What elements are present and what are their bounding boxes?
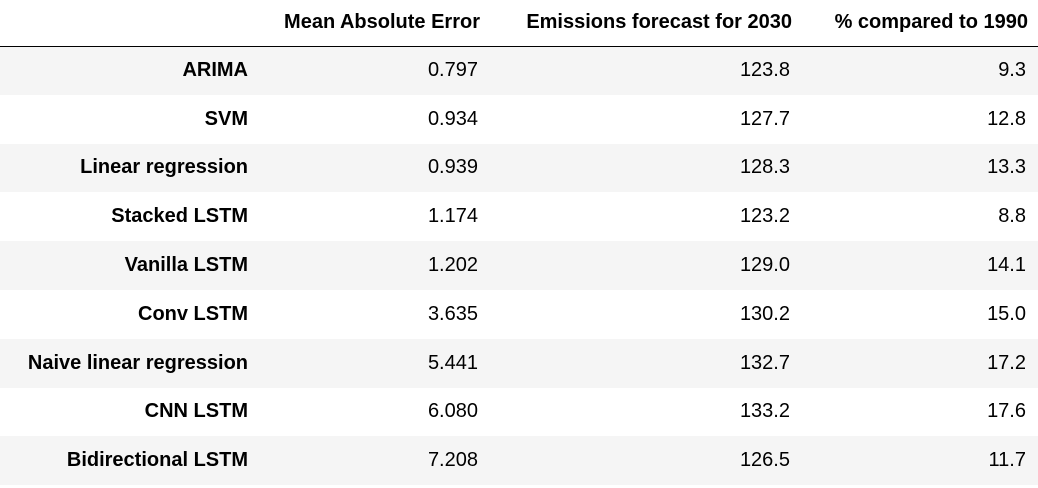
table-row: Linear regression 0.939 128.3 13.3 [0, 143, 1038, 193]
cell-percent-1990: 12.8 [987, 107, 1026, 130]
table-row: Conv LSTM 3.635 130.2 15.0 [0, 289, 1038, 339]
cell-percent-1990: 8.8 [998, 205, 1026, 228]
cell-forecast-2030: 128.3 [739, 156, 790, 179]
cell-forecast-2030: 130.2 [739, 302, 790, 325]
cell-percent-1990: 14.1 [987, 254, 1026, 277]
row-label: Naive linear regression [27, 351, 248, 374]
table-row: Bidirectional LSTM 7.208 126.5 11.7 [0, 436, 1038, 486]
row-label: Linear regression [80, 156, 248, 179]
cell-mae: 1.202 [427, 254, 478, 277]
column-header-percent-1990: % compared to 1990 [802, 0, 1038, 47]
cell-mae: 1.174 [427, 205, 478, 228]
cell-forecast-2030: 127.7 [739, 107, 790, 130]
cell-mae: 6.080 [427, 400, 478, 423]
header-row: Mean Absolute Error Emissions forecast f… [0, 0, 1038, 47]
row-label: Stacked LSTM [111, 205, 248, 228]
row-label: ARIMA [182, 59, 248, 82]
cell-percent-1990: 17.6 [987, 400, 1026, 423]
cell-forecast-2030: 133.2 [739, 400, 790, 423]
cell-mae: 0.797 [427, 59, 478, 82]
cell-forecast-2030: 129.0 [739, 254, 790, 277]
cell-mae: 0.939 [427, 156, 478, 179]
cell-percent-1990: 9.3 [998, 59, 1026, 82]
cell-percent-1990: 17.2 [987, 351, 1026, 374]
row-label: Vanilla LSTM [124, 254, 248, 277]
cell-forecast-2030: 123.8 [739, 59, 790, 82]
cell-percent-1990: 13.3 [987, 156, 1026, 179]
cell-forecast-2030: 126.5 [739, 449, 790, 472]
cell-forecast-2030: 132.7 [739, 351, 790, 374]
cell-mae: 7.208 [427, 449, 478, 472]
cell-mae: 0.934 [427, 107, 478, 130]
cell-mae: 3.635 [427, 302, 478, 325]
index-header [0, 0, 256, 47]
table-row: Naive linear regression 5.441 132.7 17.2 [0, 338, 1038, 388]
row-label: CNN LSTM [144, 400, 248, 423]
table-row: ARIMA 0.797 123.8 9.3 [0, 46, 1038, 95]
row-label: Conv LSTM [138, 302, 248, 325]
table-row: CNN LSTM 6.080 133.2 17.6 [0, 387, 1038, 437]
column-header-mae: Mean Absolute Error [256, 0, 490, 47]
row-label: Bidirectional LSTM [66, 449, 248, 472]
row-label: SVM [204, 107, 248, 130]
column-header-forecast-2030: Emissions forecast for 2030 [490, 0, 802, 47]
cell-percent-1990: 15.0 [987, 302, 1026, 325]
cell-mae: 5.441 [427, 351, 478, 374]
table-row: Stacked LSTM 1.174 123.2 8.8 [0, 192, 1038, 242]
table-header: Mean Absolute Error Emissions forecast f… [0, 0, 1038, 47]
table-body: ARIMA 0.797 123.8 9.3 SVM 0.934 127.7 12… [0, 46, 1038, 486]
table-row: Vanilla LSTM 1.202 129.0 14.1 [0, 241, 1038, 290]
table-row: SVM 0.934 127.7 12.8 [0, 94, 1038, 144]
cell-percent-1990: 11.7 [988, 449, 1026, 472]
cell-forecast-2030: 123.2 [739, 205, 790, 228]
